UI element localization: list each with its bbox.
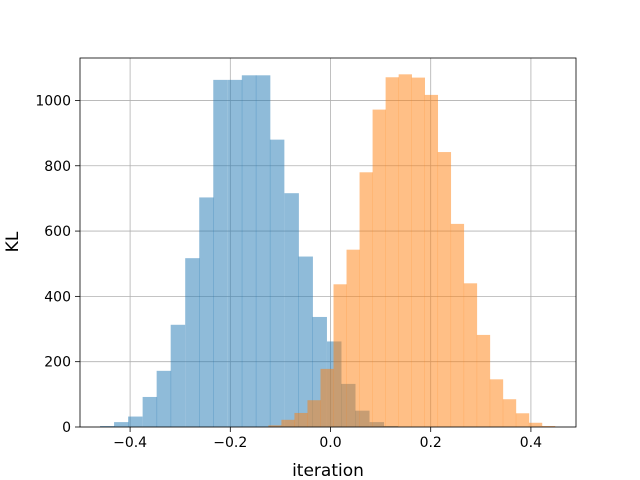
y-tick-label: 800 [44,159,71,175]
histogram-bar-series-2 [437,152,452,427]
histogram-bar-series-1 [284,193,299,427]
axis-ticks: −0.4 −0.2 0.0 0.2 0.4 0 200 400 600 800 1000 [35,93,542,451]
x-tick-label: −0.2 [213,435,247,451]
histogram-bar-series-2 [398,74,412,428]
histogram-bar-series-1 [170,324,186,427]
histogram-bar-series-2 [281,419,295,427]
histogram-bar-series-2 [489,379,504,427]
histogram-bar-series-2 [346,249,360,427]
histogram-bar-series-2 [528,422,543,427]
histogram-bar-series-1 [128,416,143,427]
histogram-bar-series-2 [515,413,530,427]
histogram-bar-series-2 [307,400,321,427]
histogram-bar-series-1 [142,396,158,427]
histogram-bar-series-2 [463,283,478,427]
y-axis-label: KL [3,231,23,252]
y-tick-label: 200 [44,355,71,371]
histogram-bar-series-2 [502,399,517,427]
x-tick-label: 0.2 [420,435,442,451]
x-tick-label: 0.4 [520,435,542,451]
histogram-bar-series-2 [450,223,465,427]
histogram-bar-series-1 [156,370,172,427]
histogram-bar-series-1 [241,75,257,428]
x-tick-label: 0.0 [319,435,341,451]
y-tick-label: 1000 [35,93,71,109]
x-tick-label: −0.4 [113,435,147,451]
histogram-bars [100,74,556,428]
histogram-bar-series-1 [213,79,228,428]
y-tick-label: 0 [62,420,71,436]
histogram-bar-series-2 [411,77,425,427]
plot-frame [79,57,577,428]
histogram-bar-series-2 [359,172,373,427]
histogram-bar-series-2 [294,412,308,427]
histogram-bar-series-2 [424,94,439,428]
histogram-bar-series-2 [541,426,556,427]
histogram-bar-series-1 [298,256,313,427]
histogram-bar-series-1 [269,139,285,428]
histogram-bar-series-2 [476,334,491,427]
histogram-bar-series-1 [199,197,214,427]
histogram-bar-series-2 [268,425,282,427]
histogram-bar-series-1 [114,422,129,427]
histogram-bar-series-1 [100,426,115,427]
y-tick-label: 600 [44,224,71,240]
histogram-bar-series-1 [227,79,243,428]
x-axis-label: iteration [292,461,364,480]
histogram-bar-series-2 [372,109,386,427]
y-tick-label: 400 [44,289,71,305]
histogram-bar-series-2 [333,284,347,427]
histogram-bar-series-2 [320,368,334,427]
histogram-bar-series-1 [185,258,200,427]
histogram-bar-series-2 [385,77,399,428]
histogram-bar-series-1 [255,75,271,428]
